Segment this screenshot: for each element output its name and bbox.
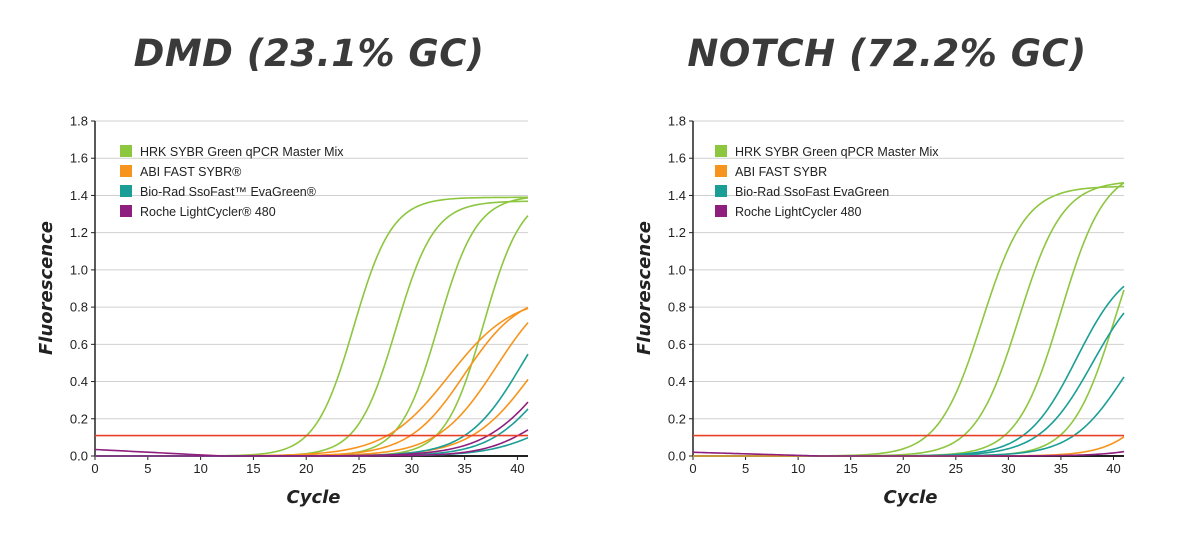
x-tick-label: 5 bbox=[742, 461, 749, 476]
x-tick-label: 25 bbox=[352, 461, 366, 476]
y-tick-label: 1.6 bbox=[70, 151, 88, 166]
y-tick-label: 0.6 bbox=[668, 337, 686, 352]
x-tick-label: 20 bbox=[896, 461, 910, 476]
series-line bbox=[693, 376, 1125, 457]
y-tick-label: 1.2 bbox=[668, 225, 686, 240]
x-tick-label: 35 bbox=[1054, 461, 1068, 476]
chart-title: NOTCH (72.2% GC) bbox=[687, 32, 1087, 75]
legend-label: Roche LightCycler® 480 bbox=[140, 205, 276, 219]
chart-panel-notch: NOTCH (72.2% GC) 0.0 0.2 0.4 0.6 0.8 1.0 1.2 1.… bbox=[590, 0, 1180, 536]
x-axis-title: Cycle bbox=[287, 487, 341, 508]
x-tick-label: 0 bbox=[91, 461, 98, 476]
legend-swatch bbox=[120, 165, 132, 177]
legend-swatch bbox=[120, 205, 132, 217]
chart-title: DMD (23.1% GC) bbox=[133, 32, 485, 75]
y-tick-label: 1.0 bbox=[70, 262, 88, 277]
series-line bbox=[693, 312, 1125, 457]
qpcr-chart-dmd: 0.0 0.2 0.4 0.6 0.8 1.0 1.2 1.4 1.6 1.8 0 5 10 15 20 25… bbox=[36, 114, 529, 508]
x-tick-label: 5 bbox=[144, 461, 151, 476]
y-tick-label: 0.0 bbox=[668, 449, 686, 464]
legend-swatch bbox=[120, 145, 132, 157]
series-line bbox=[692, 450, 1125, 457]
y-tick-label: 0.6 bbox=[70, 337, 88, 352]
x-tick-label: 30 bbox=[1001, 461, 1015, 476]
series-line bbox=[95, 196, 528, 457]
legend-swatch bbox=[715, 185, 727, 197]
series-line bbox=[95, 429, 529, 457]
y-tick-label: 0.8 bbox=[668, 300, 686, 315]
y-tick-label: 0.2 bbox=[668, 411, 686, 426]
series-line bbox=[95, 307, 529, 457]
legend-label: HRK SYBR Green qPCR Master Mix bbox=[140, 145, 344, 159]
y-tick-label: 0.8 bbox=[70, 300, 88, 315]
y-tick-label: 1.4 bbox=[668, 188, 686, 203]
series-line bbox=[693, 285, 1125, 457]
qpcr-chart-notch: 0.0 0.2 0.4 0.6 0.8 1.0 1.2 1.4 1.6 1.8 0 5 10 15 20 25… bbox=[634, 114, 1125, 508]
series-line bbox=[95, 197, 529, 457]
legend-swatch bbox=[715, 145, 727, 157]
y-axis-title: Fluorescence bbox=[634, 221, 655, 355]
x-tick-label: 30 bbox=[405, 461, 419, 476]
x-tick-label: 15 bbox=[843, 461, 857, 476]
y-tick-label: 1.4 bbox=[70, 188, 88, 203]
legend-swatch bbox=[715, 165, 727, 177]
legend-swatch bbox=[120, 185, 132, 197]
y-tick-label: 1.6 bbox=[668, 151, 686, 166]
x-tick-label: 0 bbox=[689, 461, 696, 476]
series-line bbox=[95, 378, 529, 457]
series-line bbox=[95, 200, 529, 457]
x-tick-label: 10 bbox=[791, 461, 805, 476]
x-tick-label: 40 bbox=[1106, 461, 1120, 476]
x-tick-label: 40 bbox=[510, 461, 524, 476]
legend-label: ABI FAST SYBR® bbox=[140, 165, 242, 179]
chart-panel-dmd: DMD (23.1% GC) 0.0 0.2 0.4 0.6 0.8 1.0 1.2 1.4 1… bbox=[36, 32, 529, 508]
x-tick-label: 25 bbox=[949, 461, 963, 476]
x-tick-label: 20 bbox=[299, 461, 313, 476]
legend-label: HRK SYBR Green qPCR Master Mix bbox=[735, 145, 939, 159]
x-axis-title: Cycle bbox=[884, 487, 938, 508]
y-axis-title: Fluorescence bbox=[36, 221, 57, 355]
y-tick-label: 1.8 bbox=[70, 114, 88, 129]
y-tick-label: 0.4 bbox=[668, 374, 686, 389]
y-tick-label: 0.2 bbox=[70, 411, 88, 426]
x-tick-label: 10 bbox=[193, 461, 207, 476]
y-tick-label: 1.8 bbox=[668, 114, 686, 129]
x-tick-label: 35 bbox=[457, 461, 471, 476]
y-tick-label: 0.4 bbox=[70, 374, 88, 389]
legend-swatch bbox=[715, 205, 727, 217]
y-tick-label: 1.0 bbox=[668, 262, 686, 277]
y-tick-label: 1.2 bbox=[70, 225, 88, 240]
legend-label: ABI FAST SYBR bbox=[735, 165, 827, 179]
legend-label: Bio-Rad SsoFast™ EvaGreen® bbox=[140, 185, 317, 199]
series-line bbox=[95, 408, 529, 457]
legend-label: Roche LightCycler 480 bbox=[735, 205, 862, 219]
x-tick-label: 15 bbox=[246, 461, 260, 476]
legend-label: Bio-Rad SsoFast EvaGreen bbox=[735, 185, 889, 199]
y-tick-label: 0.0 bbox=[70, 449, 88, 464]
